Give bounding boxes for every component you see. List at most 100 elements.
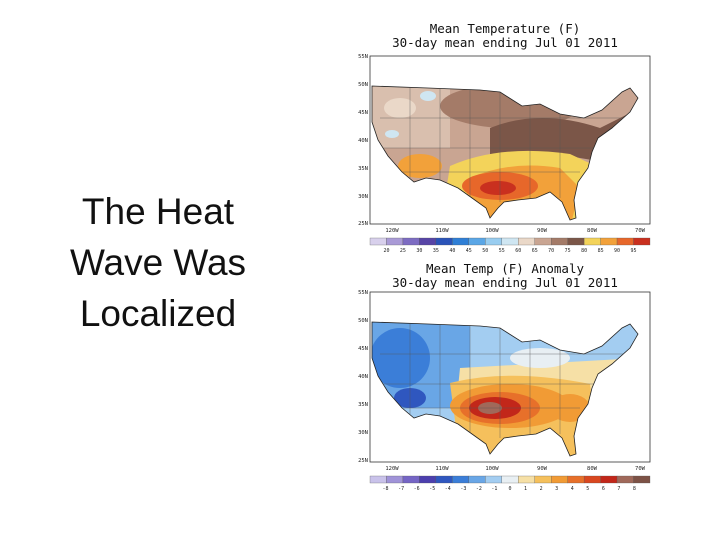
map2-lat-label: 30N — [358, 430, 368, 436]
map1-lon-label: 100W — [485, 228, 499, 234]
map1-legend-label: 30 — [416, 248, 422, 254]
map2-legend-swatch — [534, 475, 552, 484]
map1-legend-label: 90 — [614, 248, 620, 254]
map1-coastline — [371, 85, 639, 221]
map1-legend-label: 75 — [565, 248, 571, 254]
map2-lat-label: 45N — [358, 346, 368, 352]
map2-coastline — [371, 321, 639, 457]
map1-legend-label: 35 — [433, 248, 439, 254]
map1-legend-swatch — [419, 237, 437, 246]
map1-legend-swatch — [616, 237, 634, 246]
map2-lat-label: 35N — [358, 402, 368, 408]
temperature-anomaly-map: 55N 50N 45N 40N 35N 30N 25N 120W 110W 10… — [358, 290, 651, 492]
map2-legend-label: 6 — [602, 486, 605, 492]
map2-legend-swatch — [633, 475, 651, 484]
map2-legend-swatch — [551, 475, 568, 484]
map1-legend-swatch — [567, 237, 585, 246]
map1-legend-swatch — [435, 237, 453, 246]
map2-title: Mean Temp (F) Anomaly — [425, 261, 585, 276]
map1-lat-label: 50N — [358, 82, 368, 88]
map1-legend-label: 80 — [581, 248, 587, 254]
map2-lat-label: 25N — [358, 458, 368, 464]
map2-lat-label: 40N — [358, 374, 368, 380]
map2-subtitle: 30-day mean ending Jul 01 2011 — [392, 275, 618, 290]
map2-legend-label: 0 — [508, 486, 511, 492]
title-line-3: Localized — [79, 293, 237, 334]
map1-legend-swatch — [583, 237, 601, 246]
map1-lat-label: 55N — [358, 54, 368, 60]
map1-legend-label: 95 — [631, 248, 637, 254]
map1-legend-swatch — [534, 237, 552, 246]
map1-legend-swatch — [369, 237, 387, 246]
map2-legend: -8 -7 -6 -5 -4 -3 -2 -1 0 1 2 3 4 5 6 7 8 — [369, 475, 651, 492]
map1-legend-swatch — [501, 237, 519, 246]
map2-legend-label: -4 — [445, 486, 451, 492]
map2-legend-swatch — [485, 475, 502, 484]
map1-legend-swatch — [402, 237, 420, 246]
map2-lat-labels: 55N 50N 45N 40N 35N 30N 25N — [358, 290, 368, 464]
map2-state-lines — [380, 322, 638, 438]
map2-lon-label: 80W — [587, 466, 598, 472]
map1-legend-swatch — [600, 237, 618, 246]
map2-legend-label: -2 — [476, 486, 482, 492]
map1-lat-label: 30N — [358, 194, 368, 200]
map1-state-lines — [380, 86, 638, 202]
map1-legend-swatch — [518, 237, 535, 246]
map1-lon-label: 110W — [435, 228, 449, 234]
map2-lat-label: 50N — [358, 318, 368, 324]
map2-legend-label: -8 — [383, 486, 389, 492]
map2-legend-label: 4 — [571, 486, 574, 492]
map2-lon-label: 110W — [435, 466, 449, 472]
map2-legend-label: -1 — [491, 486, 497, 492]
map2-legend-label: 7 — [617, 486, 620, 492]
map1-lat-label: 45N — [358, 110, 368, 116]
map1-legend-label: 65 — [532, 248, 538, 254]
map2-legend-label: 1 — [524, 486, 527, 492]
map1-legend-swatch — [386, 237, 404, 246]
map1-lat-label: 25N — [358, 221, 368, 227]
title-line-2: Wave Was — [69, 242, 247, 283]
map2-lon-label: 90W — [537, 466, 548, 472]
map1-legend-swatch — [633, 237, 651, 246]
map1-legend-swatch — [468, 237, 486, 246]
map1-title: Mean Temperature (F) — [429, 21, 581, 36]
map2-legend-label: 5 — [586, 486, 589, 492]
map2-lat-label: 55N — [358, 290, 368, 296]
map2-legend-label: -3 — [460, 486, 466, 492]
title-line-1: The Heat — [81, 191, 235, 232]
map2-legend-swatch — [583, 475, 601, 484]
map1-legend-label: 60 — [515, 248, 521, 254]
slide-title: The Heat Wave Was Localized — [40, 186, 276, 339]
map2-lon-label: 100W — [485, 466, 499, 472]
map1-legend-swatch — [485, 237, 502, 246]
map2-legend-swatch — [518, 475, 535, 484]
map1-legend-swatch — [452, 237, 469, 246]
map2-legend-swatch — [616, 475, 634, 484]
map1-legend-label: 40 — [449, 248, 455, 254]
map2-lon-labels: 120W 110W 100W 90W 80W 70W — [385, 466, 645, 472]
map1-legend: 20 25 30 35 40 45 50 55 60 65 70 75 80 85 90 95 — [369, 237, 651, 254]
map2-legend-label: 3 — [555, 486, 558, 492]
map1-legend-label: 85 — [598, 248, 604, 254]
map1-lon-label: 90W — [537, 228, 548, 234]
map1-legend-label: 45 — [466, 248, 472, 254]
map1-legend-label: 25 — [400, 248, 406, 254]
map1-lon-label: 120W — [385, 228, 399, 234]
map1-legend-label: 20 — [383, 248, 389, 254]
mean-temperature-map: 55N 50N 45N 40N 35N 30N 25N 120W 110W 10… — [358, 54, 651, 254]
map2-legend-swatch — [402, 475, 420, 484]
map2-lon-label: 120W — [385, 466, 399, 472]
map2-legend-swatch — [369, 475, 387, 484]
map1-lat-labels: 55N 50N 45N 40N 35N 30N 25N — [358, 54, 368, 227]
map1-legend-label: 55 — [499, 248, 505, 254]
map2-legend-swatch — [452, 475, 469, 484]
map1-legend-label: 70 — [548, 248, 554, 254]
map2-legend-swatch — [435, 475, 453, 484]
map1-subtitle: 30-day mean ending Jul 01 2011 — [392, 35, 618, 50]
map2-legend-swatch — [419, 475, 437, 484]
map1-lon-label: 80W — [587, 228, 598, 234]
map2-legend-label: 8 — [633, 486, 636, 492]
map2-legend-swatch — [567, 475, 585, 484]
map2-legend-label: -6 — [414, 486, 420, 492]
map1-lat-label: 40N — [358, 138, 368, 144]
